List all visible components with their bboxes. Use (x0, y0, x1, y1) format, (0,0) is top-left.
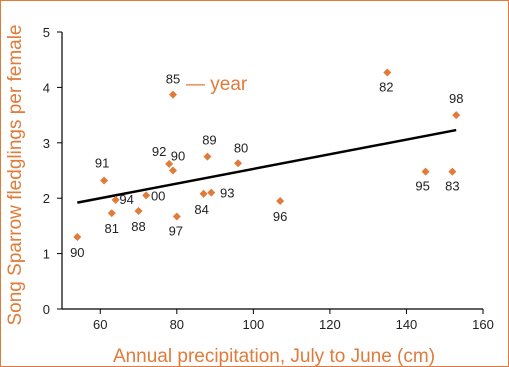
data-label: 00 (151, 188, 165, 203)
data-point (422, 168, 430, 176)
data-label: 85 (166, 72, 180, 87)
y-tick-label: 0 (43, 302, 50, 317)
data-label: 89 (202, 133, 216, 148)
trend-line (77, 130, 456, 203)
data-label: 83 (445, 179, 459, 194)
data-point (452, 111, 460, 119)
data-point (73, 233, 81, 241)
data-point (108, 209, 116, 217)
data-point (448, 168, 456, 176)
data-label: 97 (169, 223, 183, 238)
data-point (169, 167, 177, 175)
x-tick-label: 100 (243, 317, 265, 332)
data-point (234, 159, 242, 167)
data-point (200, 190, 208, 198)
data-label: 92 (152, 144, 166, 159)
data-label: 98 (449, 91, 463, 106)
x-tick-label: 60 (93, 317, 107, 332)
x-tick-label: 140 (396, 317, 418, 332)
x-axis-title: Annual precipitation, July to June (cm) (113, 346, 435, 367)
data-label: 96 (273, 209, 287, 224)
y-tick-label: 3 (43, 136, 50, 151)
y-tick-label: 5 (43, 25, 50, 40)
data-label: 81 (105, 221, 119, 236)
data-point (207, 189, 215, 197)
data-point (135, 207, 143, 215)
y-tick-label: 1 (43, 247, 50, 262)
trend-line-layer (77, 130, 456, 203)
x-tick-label: 160 (472, 317, 494, 332)
x-tick-label: 120 (319, 317, 341, 332)
data-label: 84 (194, 202, 208, 217)
data-label: 88 (131, 219, 145, 234)
data-point (383, 68, 391, 76)
data-point (100, 176, 108, 184)
data-label: 80 (234, 140, 248, 155)
data-point (169, 91, 177, 99)
data-label: 90 (70, 245, 84, 260)
annotation-text: — year (186, 74, 248, 95)
y-tick-label: 2 (43, 191, 50, 206)
data-label: 94 (119, 192, 133, 207)
data-label: 91 (95, 155, 109, 170)
data-label: 95 (415, 179, 429, 194)
data-point (142, 191, 150, 199)
data-point (173, 212, 181, 220)
data-point (276, 197, 284, 205)
data-label: 93 (220, 186, 234, 201)
x-tick-label: 80 (170, 317, 184, 332)
points-layer (73, 68, 460, 241)
y-tick-label: 4 (43, 80, 50, 95)
data-label: 82 (379, 79, 393, 94)
y-axis-title: Song Sparrow fledglings per female (5, 24, 26, 325)
data-label: 90 (171, 149, 185, 164)
data-point (203, 153, 211, 161)
